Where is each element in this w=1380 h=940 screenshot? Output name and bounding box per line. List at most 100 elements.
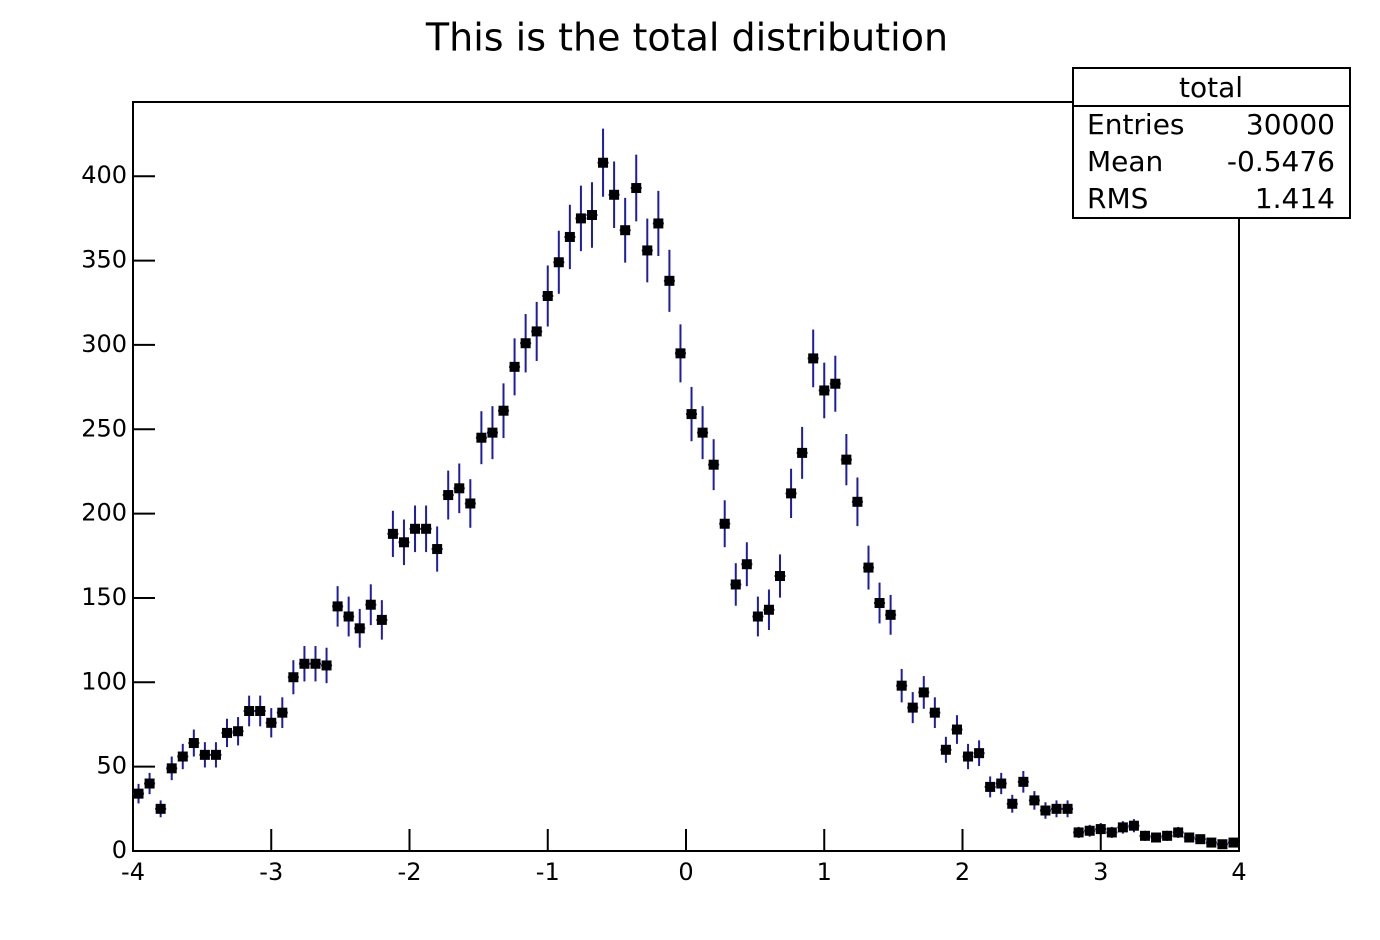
data-marker: [476, 432, 487, 443]
data-marker: [675, 348, 686, 359]
data-marker: [487, 427, 498, 438]
data-marker: [564, 231, 575, 242]
data-marker: [1151, 832, 1162, 843]
data-marker: [365, 599, 376, 610]
data-marker: [1206, 837, 1217, 848]
data-marker: [841, 454, 852, 465]
data-marker: [387, 528, 398, 539]
data-marker: [1173, 827, 1184, 838]
data-marker: [719, 518, 730, 529]
data-marker: [1029, 795, 1040, 806]
stats-value: 30000: [1246, 108, 1335, 141]
data-marker: [697, 427, 708, 438]
data-marker: [741, 559, 752, 570]
data-marker: [775, 571, 786, 582]
data-marker: [177, 751, 188, 762]
data-marker: [376, 614, 387, 625]
data-marker: [786, 488, 797, 499]
data-marker: [598, 157, 609, 168]
data-marker: [874, 598, 885, 609]
data-marker: [1018, 776, 1029, 787]
data-marker: [421, 523, 432, 534]
data-marker: [199, 749, 210, 760]
data-marker: [354, 623, 365, 634]
data-marker: [929, 707, 940, 718]
data-marker: [1073, 827, 1084, 838]
data-marker: [144, 778, 155, 789]
data-marker: [863, 562, 874, 573]
data-marker: [1162, 830, 1173, 841]
data-marker: [498, 405, 509, 416]
data-marker: [321, 660, 332, 671]
data-marker: [1217, 839, 1228, 850]
data-marker: [907, 702, 918, 713]
data-marker: [918, 687, 929, 698]
data-marker: [542, 290, 553, 301]
y-tick-label: 250: [81, 414, 127, 442]
y-tick-label: 0: [112, 836, 127, 864]
x-tick-label: -4: [121, 858, 145, 886]
y-tick-label: 150: [81, 583, 127, 611]
data-marker: [1228, 837, 1239, 848]
stats-box: [1072, 67, 1351, 219]
data-marker: [244, 705, 255, 716]
data-marker: [1139, 830, 1150, 841]
x-tick-label: 4: [1231, 858, 1246, 886]
stats-label: RMS: [1087, 182, 1148, 215]
data-marker: [133, 788, 144, 799]
data-marker: [509, 361, 520, 372]
data-marker: [730, 579, 741, 590]
stats-value: 1.414: [1255, 182, 1335, 215]
data-marker: [575, 213, 586, 224]
data-marker: [664, 275, 675, 286]
data-marker: [642, 245, 653, 256]
y-tick-label: 300: [81, 330, 127, 358]
data-marker: [166, 763, 177, 774]
data-marker: [885, 609, 896, 620]
data-marker: [985, 781, 996, 792]
data-marker: [974, 748, 985, 759]
y-tick-label: 50: [96, 752, 127, 780]
data-marker: [852, 496, 863, 507]
data-marker: [1062, 803, 1073, 814]
y-tick-label: 350: [81, 246, 127, 274]
data-marker: [963, 751, 974, 762]
x-tick-label: 0: [678, 858, 693, 886]
data-marker: [410, 523, 421, 534]
data-marker: [951, 724, 962, 735]
stats-title: total: [1179, 71, 1243, 104]
data-marker: [454, 483, 465, 494]
data-marker: [432, 544, 443, 555]
data-marker: [255, 705, 266, 716]
data-marker: [797, 447, 808, 458]
x-tick-label: 3: [1093, 858, 1108, 886]
data-marker: [1117, 822, 1128, 833]
x-tick-label: -3: [259, 858, 283, 886]
data-marker: [1007, 798, 1018, 809]
data-marker: [808, 353, 819, 364]
y-tick-label: 200: [81, 499, 127, 527]
y-tick-label: 400: [81, 161, 127, 189]
data-marker: [210, 749, 221, 760]
data-marker: [819, 385, 830, 396]
data-layer: [133, 128, 1239, 850]
data-marker: [465, 498, 476, 509]
x-tick-label: 1: [817, 858, 832, 886]
data-marker: [443, 490, 454, 501]
data-marker: [708, 459, 719, 470]
data-marker: [996, 778, 1007, 789]
x-tick-label: -1: [536, 858, 560, 886]
data-marker: [686, 409, 697, 420]
data-marker: [586, 210, 597, 221]
data-marker: [609, 189, 620, 200]
data-marker: [310, 658, 321, 669]
data-marker: [553, 257, 564, 268]
data-marker: [620, 225, 631, 236]
data-marker: [155, 803, 166, 814]
data-marker: [1084, 825, 1095, 836]
data-marker: [631, 183, 642, 194]
data-marker: [940, 744, 951, 755]
data-marker: [830, 378, 841, 389]
